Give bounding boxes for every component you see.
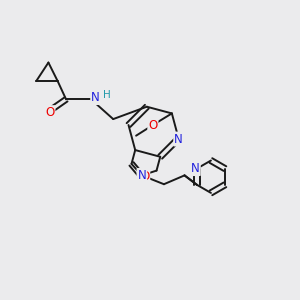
Text: N: N xyxy=(137,169,146,182)
Text: O: O xyxy=(45,106,55,119)
Text: O: O xyxy=(148,118,158,132)
Text: N: N xyxy=(191,162,200,175)
Text: N: N xyxy=(174,133,183,146)
Text: N: N xyxy=(91,91,100,104)
Text: O: O xyxy=(140,170,149,183)
Text: H: H xyxy=(103,90,110,100)
